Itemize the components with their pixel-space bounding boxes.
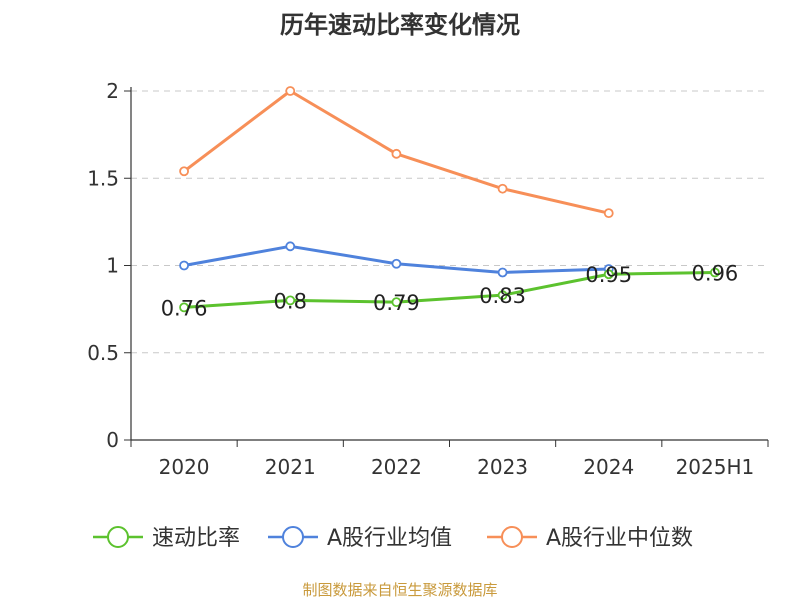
data-point <box>391 258 402 269</box>
data-point <box>179 260 189 271</box>
data-point <box>710 267 720 278</box>
y-tick-label: 1 <box>106 254 119 278</box>
legend-item: A股行业中位数 <box>487 526 693 551</box>
legend-label: A股行业均值 <box>327 526 452 551</box>
data-label: 0.96 <box>692 261 739 285</box>
x-tick-label: 2021 <box>265 455 316 479</box>
legend-swatch-marker <box>501 526 523 548</box>
x-tick-label: 2024 <box>583 455 634 479</box>
series-2 <box>179 86 614 219</box>
legend-item: A股行业均值 <box>268 526 452 551</box>
data-label: 0.95 <box>585 263 632 287</box>
series-0 <box>179 267 720 313</box>
data-labels: 0.76 0.8 0.79 0.83 0.95 0.96 <box>161 261 739 320</box>
axes: 0 0.5 1 1.5 2 2020 2021 2022 2023 2024 2025H1 <box>87 79 769 479</box>
legend: 速动比率 A股行业均值 A股行业中位数 <box>93 526 693 551</box>
x-tick-label: 2022 <box>371 455 422 479</box>
legend-swatch-marker <box>282 526 304 548</box>
data-point <box>603 208 614 219</box>
x-tick-label: 2025H1 <box>676 455 755 479</box>
series-line <box>182 270 717 309</box>
data-label: 0.79 <box>373 291 420 315</box>
data-label: 0.76 <box>161 296 208 320</box>
data-point <box>391 297 402 308</box>
data-point <box>497 290 508 301</box>
y-tick-label: 0 <box>106 428 119 452</box>
data-point <box>603 269 614 280</box>
series-layer <box>179 86 720 313</box>
data-point <box>497 183 508 194</box>
legend-swatch-marker <box>107 526 129 548</box>
data-point <box>285 86 296 96</box>
chart-title: 历年速动比率变化情况 <box>280 11 520 39</box>
data-label: 0.8 <box>274 289 307 313</box>
legend-label: 速动比率 <box>152 526 240 551</box>
y-tick-label: 0.5 <box>87 341 119 365</box>
data-point <box>179 302 189 313</box>
data-point <box>497 267 508 278</box>
data-point <box>285 295 296 306</box>
legend-item: 速动比率 <box>93 526 240 551</box>
data-point <box>391 148 402 159</box>
grid-lines <box>131 90 768 354</box>
series-1 <box>179 241 614 278</box>
legend-label: A股行业中位数 <box>546 526 693 551</box>
x-tick-label: 2023 <box>477 455 528 479</box>
x-tick-label: 2020 <box>159 455 210 479</box>
source-note: 制图数据来自恒生聚源数据库 <box>302 581 497 599</box>
y-tick-label: 2 <box>106 79 119 103</box>
data-label: 0.83 <box>479 284 526 308</box>
y-tick-label: 1.5 <box>87 166 119 190</box>
data-point <box>179 166 189 177</box>
data-point <box>285 241 296 252</box>
